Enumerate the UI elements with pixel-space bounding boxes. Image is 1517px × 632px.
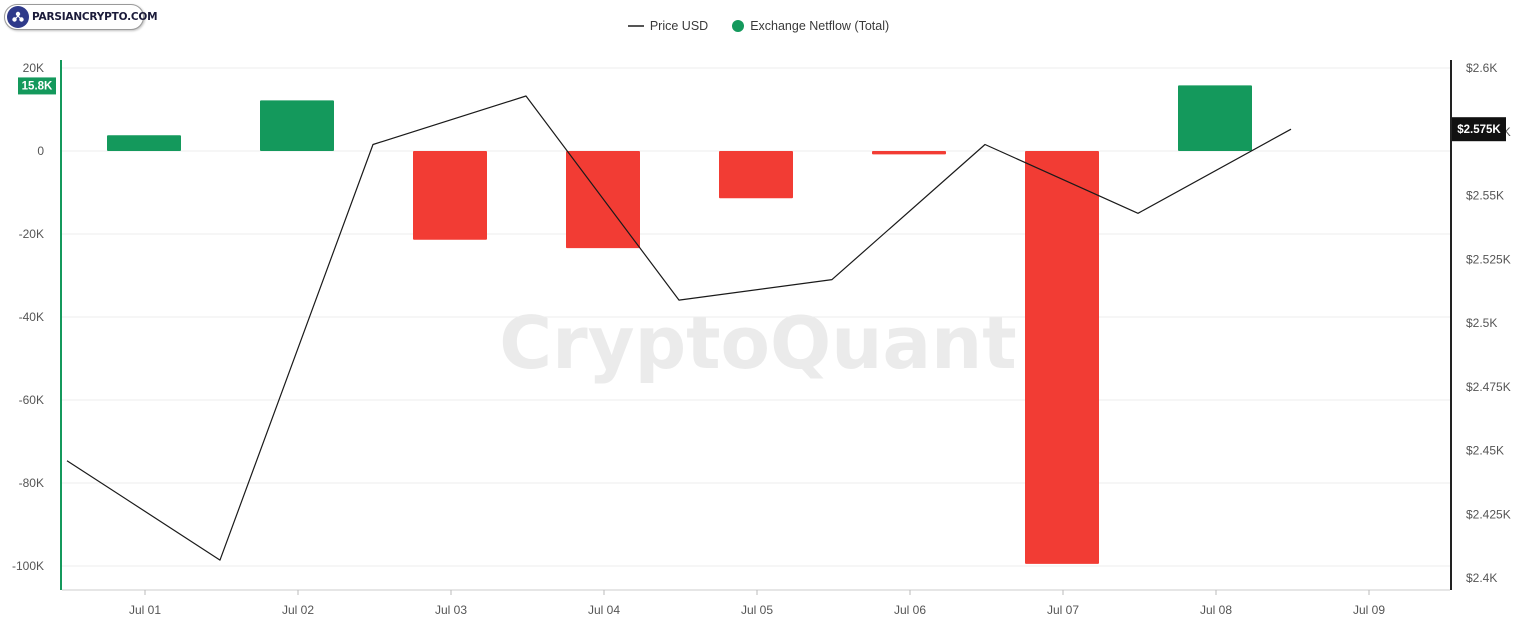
y-right-tick-label: $2.475K (1466, 380, 1511, 394)
y-right-tick-label: $2.55K (1466, 189, 1504, 203)
price-line (66, 95, 1292, 561)
netflow-bar (719, 151, 793, 199)
x-tick-label: Jul 02 (282, 603, 314, 617)
right-last-value-tag (1452, 117, 1506, 142)
x-tick-label: Jul 05 (741, 603, 773, 617)
x-tick-label: Jul 03 (435, 603, 467, 617)
legend-item-price[interactable]: Price USD (627, 19, 709, 33)
y-right-tick-label: $2.525K (1466, 252, 1511, 266)
y-right-tick-label: $2.425K (1466, 507, 1511, 521)
y-right-tick-label: $2.4K (1466, 571, 1497, 585)
legend-label-price: Price USD (649, 19, 709, 33)
y-left-tick-label: 0 (37, 144, 44, 158)
netflow-bar (1178, 85, 1252, 151)
netflow-bar (413, 151, 487, 240)
y-left-tick-label: -100K (12, 559, 44, 573)
netflow-bar (107, 135, 181, 151)
y-right-tick-label: $2.6K (1466, 61, 1497, 75)
legend-dot-marker (732, 20, 745, 32)
x-tick-label: Jul 09 (1353, 603, 1385, 617)
right-last-value-label: $2.575K (1457, 124, 1501, 136)
netflow-bar (260, 100, 334, 151)
y-left-tick-label: 20K (23, 61, 44, 75)
left-last-value-tag (18, 77, 56, 95)
price-line-group (66, 95, 1292, 561)
parsiancrypto-logo: PARSIANCRYPTO.COM (4, 4, 158, 30)
x-tick-label: Jul 07 (1047, 603, 1079, 617)
y-left-tick-label: -80K (19, 476, 44, 490)
parsiancrypto-logo-icon (7, 6, 29, 28)
x-tick-label: Jul 08 (1200, 603, 1232, 617)
legend-label-netflow: Exchange Netflow (Total) (750, 19, 890, 33)
y-right-tick-label: $2.5K (1466, 316, 1497, 330)
legend-item-netflow[interactable]: Exchange Netflow (Total) (732, 19, 889, 33)
watermark-text: CryptoQuant (499, 301, 1016, 385)
y-right-tick-label: $2.45K (1466, 444, 1504, 458)
x-tick-label: Jul 01 (129, 603, 161, 617)
y-left-tick-label: -20K (19, 227, 44, 241)
left-last-value-label: 15.8K (22, 80, 53, 92)
y-left-tick-label: -60K (19, 393, 44, 407)
legend-line-marker (627, 25, 644, 27)
x-tick-label: Jul 06 (894, 603, 926, 617)
x-tick-label: Jul 04 (588, 603, 620, 617)
netflow-bar (872, 151, 946, 155)
logo-text: PARSIANCRYPTO.COM (32, 11, 158, 23)
last-value-tags: 15.8K $2.575K (18, 77, 1506, 142)
netflow-bar (1025, 151, 1099, 564)
y-left-tick-label: -40K (19, 310, 44, 324)
chart-legend: Price USD Exchange Netflow (Total) (0, 19, 1517, 33)
